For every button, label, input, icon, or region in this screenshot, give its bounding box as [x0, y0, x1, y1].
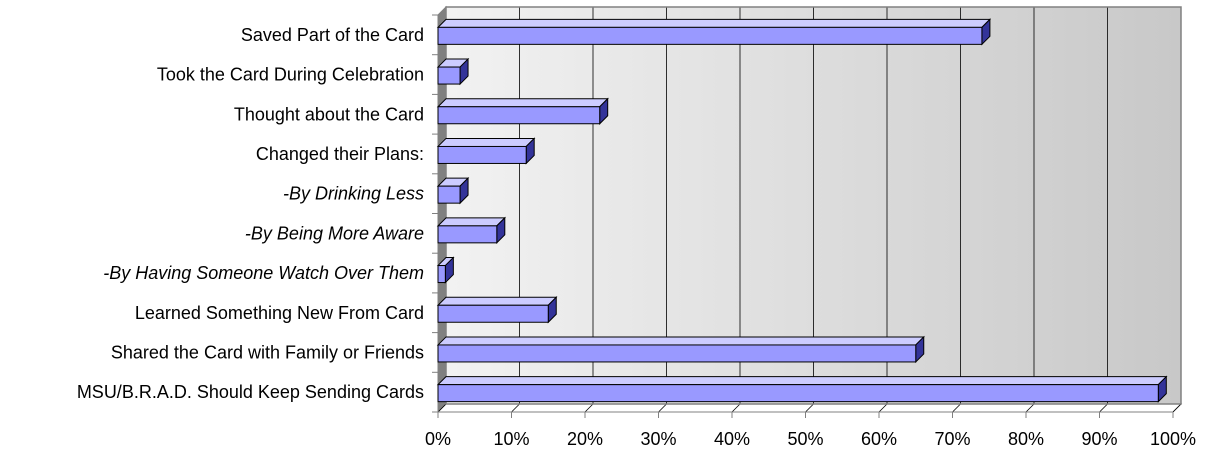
x-tick-label: 90% — [1081, 429, 1117, 449]
bar-top — [436, 137, 536, 147]
floor-gridline — [658, 403, 667, 413]
bar — [436, 57, 470, 86]
category-label: -By Having Someone Watch Over Them — [103, 263, 424, 283]
floor-gridline — [584, 403, 594, 413]
category-label: Saved Part of the Card — [241, 25, 424, 45]
bar — [436, 176, 470, 205]
bar — [436, 216, 507, 245]
floor-gridline — [437, 403, 447, 413]
bars — [436, 18, 1168, 403]
floor-gridline — [878, 403, 888, 413]
bar — [436, 18, 992, 46]
bar-top — [436, 296, 558, 306]
bar-front — [437, 384, 1159, 403]
category-labels: Saved Part of the Card Took the Card Duri… — [77, 25, 424, 402]
floor-gridline — [1172, 403, 1182, 413]
floor-gridline — [511, 403, 520, 413]
bar-front — [437, 344, 917, 363]
bar-front — [437, 304, 549, 323]
x-tick-label: 50% — [787, 429, 823, 449]
category-label: Thought about the Card — [234, 104, 424, 124]
category-label: Shared the Card with Family or Friends — [111, 342, 424, 362]
bar — [436, 97, 609, 125]
bar-front — [437, 66, 461, 85]
floor-gridline — [805, 403, 814, 413]
bar-front — [437, 225, 498, 244]
x-axis-tick-labels: 0% 10% 20% 30% 40% 50% 60% 70% 80% 90% 100% — [425, 429, 1196, 449]
category-label: Learned Something New From Card — [135, 303, 424, 323]
category-label: MSU/B.R.A.D. Should Keep Sending Cards — [77, 382, 424, 402]
category-label: -By Being More Aware — [245, 223, 424, 243]
bar — [436, 335, 925, 364]
category-label: Took the Card During Celebration — [157, 65, 424, 85]
x-tick-label: 60% — [861, 429, 897, 449]
bar — [436, 296, 558, 324]
x-tick-label: 80% — [1008, 429, 1044, 449]
bar-top — [436, 336, 925, 346]
x-tick-label: 0% — [425, 429, 451, 449]
bar — [436, 375, 1168, 403]
category-label: Changed their Plans: — [256, 144, 424, 164]
x-tick-label: 100% — [1150, 429, 1196, 449]
x-tick-label: 20% — [567, 429, 603, 449]
bar-front — [437, 26, 983, 45]
floor-gridline — [1025, 403, 1035, 413]
floor-gridline — [1099, 403, 1108, 413]
bar-front — [437, 106, 601, 125]
bar — [436, 256, 455, 284]
floor-gridline — [731, 403, 741, 413]
bar-front — [437, 185, 461, 204]
x-tick-label: 30% — [640, 429, 676, 449]
bar-front — [437, 265, 446, 284]
x-tick-label: 40% — [714, 429, 750, 449]
x-tick-label: 70% — [934, 429, 970, 449]
bar-top — [436, 98, 609, 108]
bar — [436, 137, 536, 165]
bar-front — [437, 145, 527, 164]
x-tick-label: 10% — [493, 429, 529, 449]
bar-top — [436, 376, 1168, 386]
category-label: -By Drinking Less — [283, 184, 424, 204]
floor-gridline — [952, 403, 961, 413]
bar-top — [436, 217, 507, 227]
bar-top — [436, 18, 992, 28]
